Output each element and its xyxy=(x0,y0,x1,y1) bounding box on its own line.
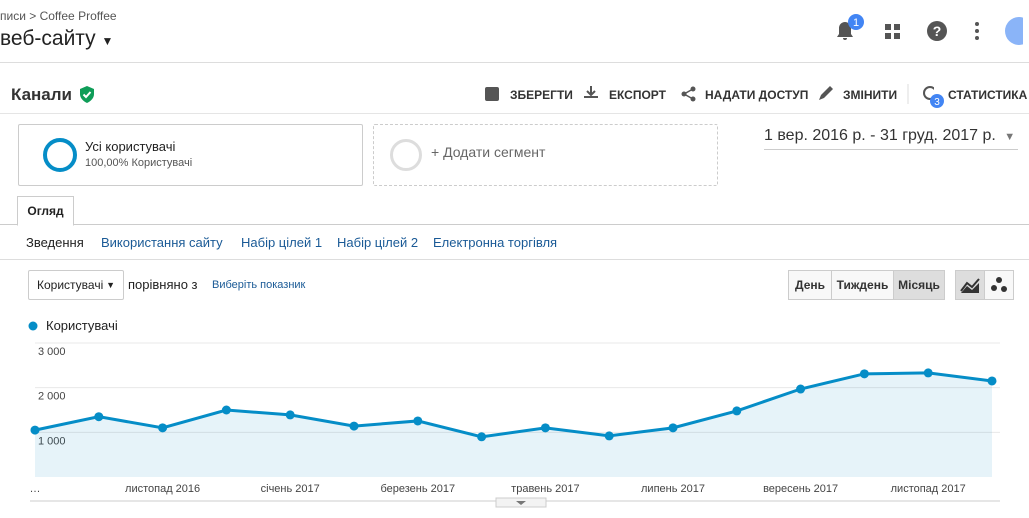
segment-detail: 100,00% Користувачі xyxy=(85,157,193,169)
x-tick-label: січень 2017 xyxy=(261,483,320,495)
view-selector[interactable]: веб-сайту ▼ xyxy=(0,27,113,51)
edit-button[interactable]: ЗМІНИТИ xyxy=(843,88,898,102)
compare-label: порівняно з xyxy=(128,277,198,292)
insights-count: 3 xyxy=(934,97,940,108)
apps-icon[interactable] xyxy=(885,24,900,39)
date-range-text: 1 вер. 2016 р. - 31 груд. 2017 р. xyxy=(764,127,996,144)
subtab[interactable]: Набір цілей 1 xyxy=(241,235,323,250)
choose-metric[interactable]: Виберіть показник xyxy=(212,279,306,291)
breadcrumb-current[interactable]: Coffee Proffee xyxy=(39,9,117,23)
line xyxy=(34,371,993,439)
notifications-icon[interactable] xyxy=(837,22,853,40)
tabs-line xyxy=(0,224,1029,225)
notification-count: 1 xyxy=(853,17,859,29)
y-tick-label: 1 000 xyxy=(38,435,66,447)
chart: 1 000 2 000 3 000 … листопад 2016 січень 2017… xyxy=(28,318,1000,508)
report-title: Канали xyxy=(11,85,73,104)
segment-card[interactable]: Усі користувачі 100,00% Користувачі xyxy=(18,124,363,186)
point xyxy=(221,405,231,415)
svg-text:?: ? xyxy=(933,23,942,39)
x-tick-label: листопад 2016 xyxy=(125,483,200,495)
add-segment-label: + Додати сегмент xyxy=(431,144,546,160)
avatar[interactable] xyxy=(1005,17,1023,45)
verified-icon xyxy=(80,86,94,103)
view-name: веб-сайту xyxy=(0,27,96,50)
subtab[interactable]: Електронна торгівля xyxy=(433,235,558,250)
dropdown-arrow: ▼ xyxy=(101,34,114,48)
x-tick-label: … xyxy=(30,483,41,495)
subtab[interactable]: Набір цілей 2 xyxy=(337,235,419,250)
add-segment[interactable]: + Додати сегмент xyxy=(373,124,718,186)
point xyxy=(987,376,997,386)
y-tick-label: 3 000 xyxy=(38,346,66,358)
period-button[interactable]: Місяць xyxy=(893,270,945,300)
insights-badge: 3 xyxy=(930,94,944,108)
x-tick-label: листопад 2017 xyxy=(891,483,966,495)
segment-name: Усі користувачі xyxy=(85,139,176,154)
divider xyxy=(0,113,1029,114)
save-button[interactable]: ЗБЕРЕГТИ xyxy=(510,88,573,102)
subtab[interactable]: Зведення xyxy=(26,235,84,250)
breadcrumb: писи > Coffee Proffee xyxy=(0,9,117,23)
top-bar: писи > Coffee Proffee веб-сайту ▼ 1 ? xyxy=(0,0,1029,63)
more-icon[interactable] xyxy=(975,22,979,40)
date-range[interactable]: 1 вер. 2016 р. - 31 груд. 2017 р. ▼ xyxy=(764,127,1018,150)
action-icons xyxy=(485,84,934,104)
point xyxy=(540,423,550,433)
period-button[interactable]: Тиждень xyxy=(831,270,894,300)
point xyxy=(285,410,295,420)
share-button[interactable]: НАДАТИ ДОСТУП xyxy=(705,88,809,102)
metric-name: Користувачі xyxy=(37,278,104,292)
breadcrumb-parent[interactable]: писи xyxy=(0,9,26,23)
legend-label: Користувачі xyxy=(46,318,118,333)
segment-circle xyxy=(43,138,77,172)
x-tick-label: липень 2017 xyxy=(641,483,705,495)
insights-button[interactable]: СТАТИСТИКА xyxy=(948,88,1028,102)
x-tick-label: травень 2017 xyxy=(511,483,579,495)
point xyxy=(859,369,869,379)
point xyxy=(732,406,742,416)
area-fill xyxy=(35,372,992,477)
metric-select[interactable]: Користувачі ▼ xyxy=(28,270,124,300)
point xyxy=(30,425,40,435)
help-icon[interactable] xyxy=(927,21,947,41)
export-button[interactable]: ЕКСПОРТ xyxy=(609,88,666,102)
point xyxy=(477,432,487,442)
point xyxy=(668,423,678,433)
period-button[interactable]: День xyxy=(788,270,832,300)
legend-marker xyxy=(28,321,38,331)
badge xyxy=(848,14,864,30)
y-tick-label: 2 000 xyxy=(38,391,66,403)
point xyxy=(923,368,933,378)
divider xyxy=(0,259,1029,260)
point xyxy=(796,384,806,394)
tab[interactable]: Огляд xyxy=(17,196,74,226)
top-icons: 1 ? xyxy=(837,14,1023,45)
point xyxy=(349,421,359,431)
line-chart-toggle[interactable] xyxy=(955,270,985,300)
x-tick-label: березень 2017 xyxy=(380,483,455,495)
motion-chart-toggle[interactable] xyxy=(984,270,1014,300)
x-tick-label: вересень 2017 xyxy=(763,483,838,495)
point xyxy=(604,431,614,441)
point xyxy=(94,412,104,422)
subtab[interactable]: Використання сайту xyxy=(101,235,223,250)
add-segment-circle xyxy=(390,139,422,171)
point xyxy=(158,423,168,433)
point xyxy=(413,416,423,426)
